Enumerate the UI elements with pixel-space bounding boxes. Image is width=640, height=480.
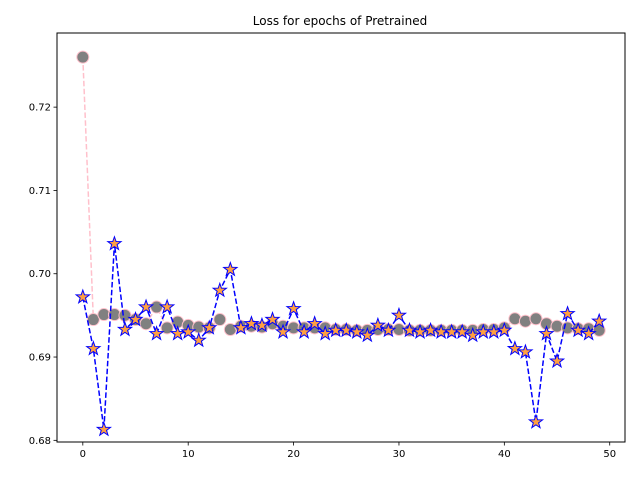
data-point xyxy=(211,281,228,298)
axis-ticks: 0 10 20 30 40 50 0.68 0.69 0.70 0.71 0.72 xyxy=(29,103,616,460)
data-point xyxy=(548,352,566,369)
data-point xyxy=(76,50,90,64)
data-point xyxy=(127,311,144,327)
data-point xyxy=(306,315,323,331)
data-point xyxy=(201,319,218,335)
data-point xyxy=(317,325,334,341)
data-point xyxy=(485,323,502,339)
data-point xyxy=(496,321,513,338)
data-point xyxy=(348,323,365,339)
data-point xyxy=(160,321,174,335)
data-point xyxy=(106,235,123,251)
y-tick-label: 0.72 xyxy=(29,103,51,114)
data-point xyxy=(213,313,227,327)
data-point xyxy=(559,305,576,321)
data-point xyxy=(359,326,376,343)
data-point xyxy=(148,325,165,341)
x-tick-label: 30 xyxy=(393,449,406,460)
y-tick-label: 0.68 xyxy=(29,436,51,447)
data-point xyxy=(517,343,534,359)
data-point xyxy=(508,312,522,326)
data-point xyxy=(538,325,555,341)
data-point xyxy=(550,319,564,333)
data-point xyxy=(422,321,439,338)
data-point xyxy=(380,321,397,338)
data-point xyxy=(95,420,112,437)
data-point xyxy=(150,300,164,314)
data-point xyxy=(529,312,543,326)
series-2 xyxy=(74,235,608,437)
data-point xyxy=(86,313,100,327)
data-point xyxy=(222,261,239,277)
data-point xyxy=(518,314,532,328)
plot-area-frame xyxy=(56,32,626,443)
data-point xyxy=(401,321,418,338)
data-point xyxy=(264,311,281,327)
data-point xyxy=(137,298,155,314)
data-point xyxy=(296,323,313,339)
y-tick-label: 0.71 xyxy=(29,186,51,197)
x-tick-label: 50 xyxy=(603,449,616,460)
data-point xyxy=(274,323,292,339)
data-point xyxy=(285,300,302,316)
data-point xyxy=(591,312,608,329)
data-point xyxy=(232,319,249,335)
data-point xyxy=(570,321,587,338)
data-point xyxy=(338,321,355,338)
data-point xyxy=(369,316,386,333)
x-tick-label: 0 xyxy=(80,449,86,460)
data-point xyxy=(580,325,597,341)
chart-title: Loss for epochs of Pretrained xyxy=(253,14,427,28)
data-point xyxy=(169,325,186,341)
x-tick-label: 10 xyxy=(182,449,195,460)
data-point xyxy=(180,323,197,339)
x-tick-label: 20 xyxy=(287,449,300,460)
y-tick-label: 0.69 xyxy=(29,353,51,364)
data-point xyxy=(243,315,260,331)
data-point xyxy=(411,323,429,339)
data-point xyxy=(253,316,271,333)
data-point xyxy=(527,413,545,429)
y-tick-label: 0.70 xyxy=(29,269,51,280)
data-point xyxy=(454,323,471,339)
data-point xyxy=(85,340,102,356)
data-point xyxy=(190,331,207,348)
data-point xyxy=(464,326,481,343)
data-point xyxy=(74,288,91,304)
data-point xyxy=(116,321,134,337)
data-point xyxy=(390,306,408,323)
x-tick-label: 40 xyxy=(498,449,511,460)
data-point xyxy=(159,298,176,314)
data-point xyxy=(506,340,523,356)
series-layer xyxy=(74,50,608,437)
